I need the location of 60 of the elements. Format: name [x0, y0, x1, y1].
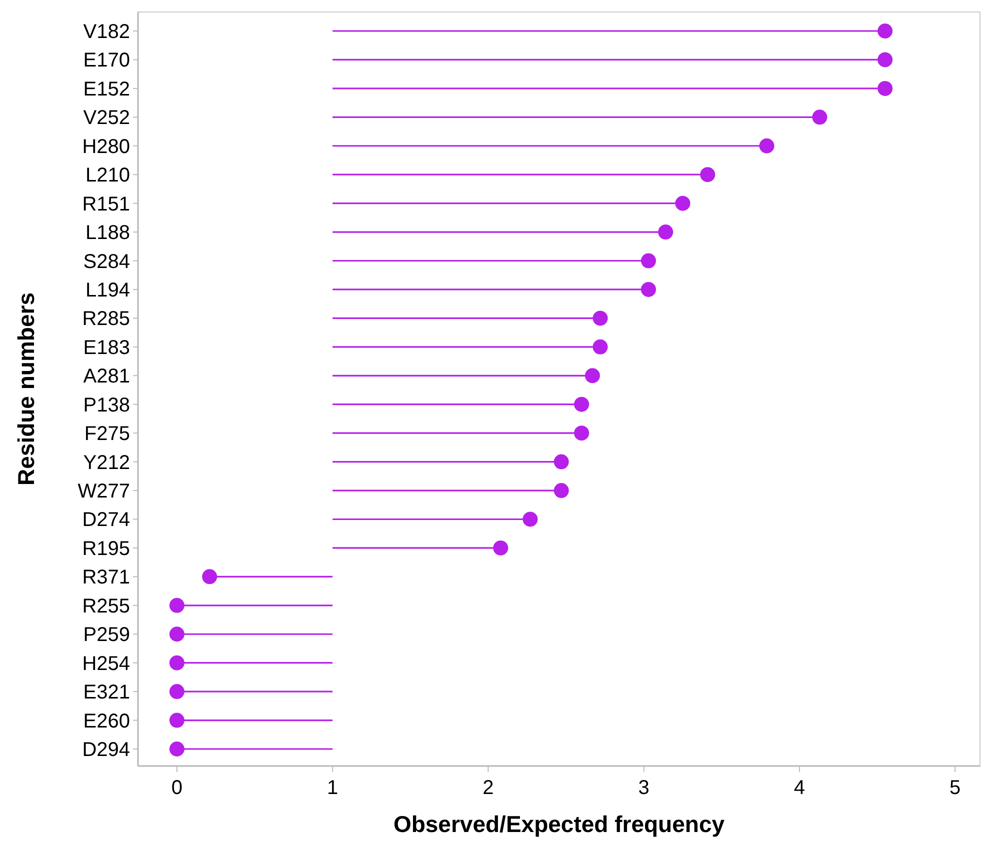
y-tick-label: F275: [84, 423, 130, 446]
y-tick-label: E183: [83, 336, 130, 359]
point: [574, 396, 590, 412]
y-tick-label: V182: [83, 21, 130, 43]
point: [169, 626, 184, 642]
point: [878, 24, 893, 38]
point: [493, 540, 508, 556]
y-tick-label: W277: [78, 480, 130, 503]
y-axis-title: Residue numbers: [13, 292, 39, 486]
x-tick-label: 5: [950, 777, 961, 799]
point: [592, 310, 608, 326]
point: [169, 684, 184, 700]
x-tick-label: 4: [794, 777, 806, 799]
x-tick-label: 3: [638, 777, 650, 799]
point: [202, 569, 218, 584]
point: [640, 282, 656, 297]
point: [592, 339, 608, 354]
y-tick-label: E260: [83, 710, 130, 732]
y-tick-label: R371: [82, 566, 130, 589]
point: [700, 167, 716, 182]
y-tick-label: H254: [82, 652, 130, 675]
point: [169, 598, 184, 613]
y-tick-label: L210: [86, 164, 130, 187]
x-tick-label: 0: [171, 777, 182, 799]
y-tick-label: P138: [83, 394, 130, 416]
point: [574, 426, 590, 441]
point: [554, 483, 569, 498]
point: [658, 224, 674, 240]
point: [554, 454, 569, 470]
y-tick-label: D274: [82, 509, 130, 532]
point: [584, 368, 600, 384]
x-tick-label: 1: [326, 777, 338, 799]
y-tick-label: L194: [86, 279, 130, 302]
point: [812, 110, 828, 125]
point: [759, 138, 774, 154]
y-tick-label: R285: [82, 308, 130, 330]
y-tick-label: V252: [83, 107, 130, 130]
point: [640, 253, 656, 268]
y-tick-label: Y212: [83, 452, 130, 474]
point: [522, 512, 538, 527]
point: [169, 742, 184, 756]
y-tick-label: R255: [82, 595, 130, 618]
y-tick-label: D294: [82, 739, 130, 761]
y-tick-label: E152: [83, 78, 130, 100]
point: [878, 80, 893, 96]
y-tick-label: R195: [82, 538, 130, 560]
point: [878, 52, 893, 68]
y-tick-label: E321: [83, 682, 130, 704]
point: [169, 712, 184, 728]
point: [675, 196, 690, 211]
y-tick-label: P259: [83, 624, 130, 646]
point: [169, 655, 184, 670]
x-axis-title: Observed/Expected frequency: [393, 811, 725, 837]
y-tick-label: E170: [83, 50, 130, 72]
y-tick-label: H280: [82, 136, 130, 158]
y-tick-label: S284: [83, 250, 130, 273]
y-tick-label: A281: [83, 366, 130, 388]
y-tick-label: L188: [86, 222, 130, 244]
x-tick-label: 2: [482, 777, 494, 799]
y-tick-label: R151: [82, 193, 130, 216]
